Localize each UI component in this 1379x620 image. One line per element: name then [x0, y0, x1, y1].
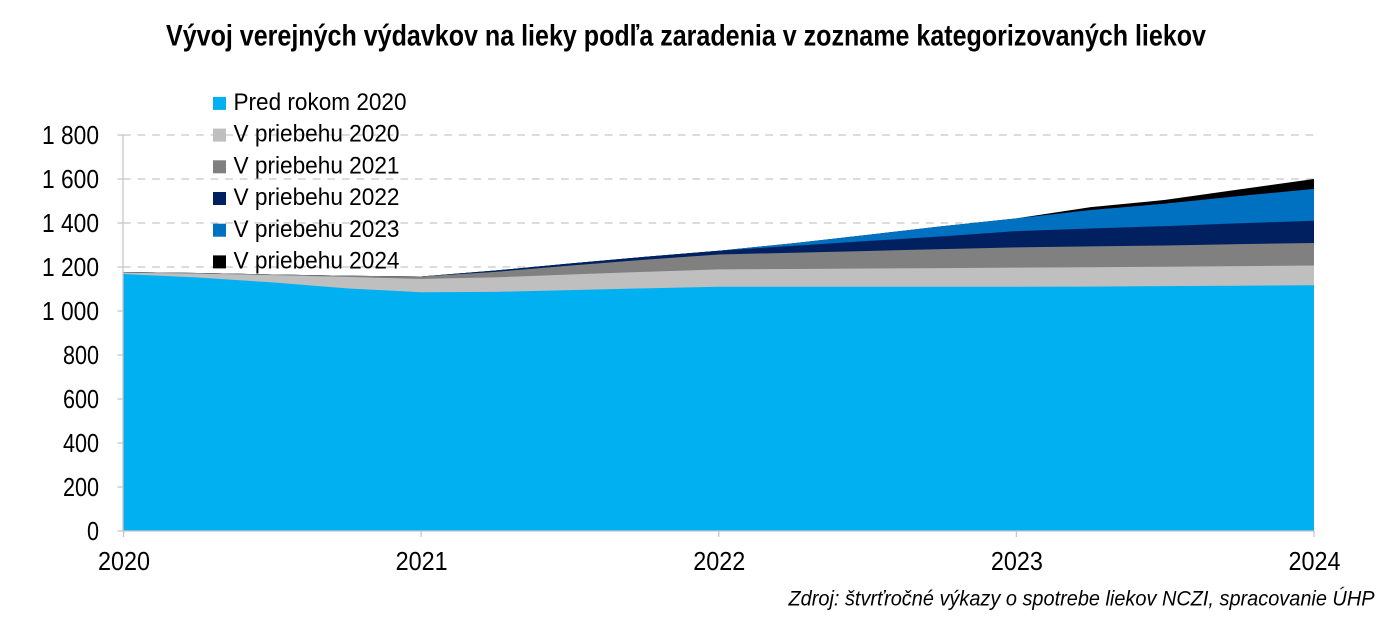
svg-text:Zdroj: štvrťročné výkazy o spo: Zdroj: štvrťročné výkazy o spotrebe liek… [788, 588, 1375, 611]
svg-text:V priebehu 2024: V priebehu 2024 [234, 248, 400, 275]
svg-text:2023: 2023 [991, 546, 1043, 576]
svg-text:400: 400 [63, 428, 99, 458]
svg-text:Pred rokom 2020: Pred rokom 2020 [234, 89, 407, 116]
svg-text:V priebehu 2021: V priebehu 2021 [234, 152, 400, 179]
svg-text:V priebehu 2023: V priebehu 2023 [234, 216, 400, 243]
svg-text:1 600: 1 600 [42, 164, 99, 194]
svg-text:1 800: 1 800 [42, 120, 99, 150]
svg-text:1 000: 1 000 [42, 296, 99, 326]
svg-text:800: 800 [63, 340, 99, 370]
svg-text:V priebehu 2022: V priebehu 2022 [234, 184, 400, 211]
svg-text:2020: 2020 [98, 546, 150, 576]
svg-text:Vývoj verejných výdavkov na li: Vývoj verejných výdavkov na lieky podľa … [166, 20, 1206, 53]
svg-text:2021: 2021 [396, 546, 448, 576]
svg-text:2024: 2024 [1289, 546, 1341, 576]
svg-text:200: 200 [63, 472, 99, 502]
svg-text:2022: 2022 [693, 546, 745, 576]
svg-text:600: 600 [63, 384, 99, 414]
svg-text:1 400: 1 400 [42, 208, 99, 238]
svg-text:0: 0 [87, 516, 99, 546]
svg-text:V priebehu 2020: V priebehu 2020 [234, 121, 400, 148]
svg-text:1 200: 1 200 [42, 252, 99, 282]
